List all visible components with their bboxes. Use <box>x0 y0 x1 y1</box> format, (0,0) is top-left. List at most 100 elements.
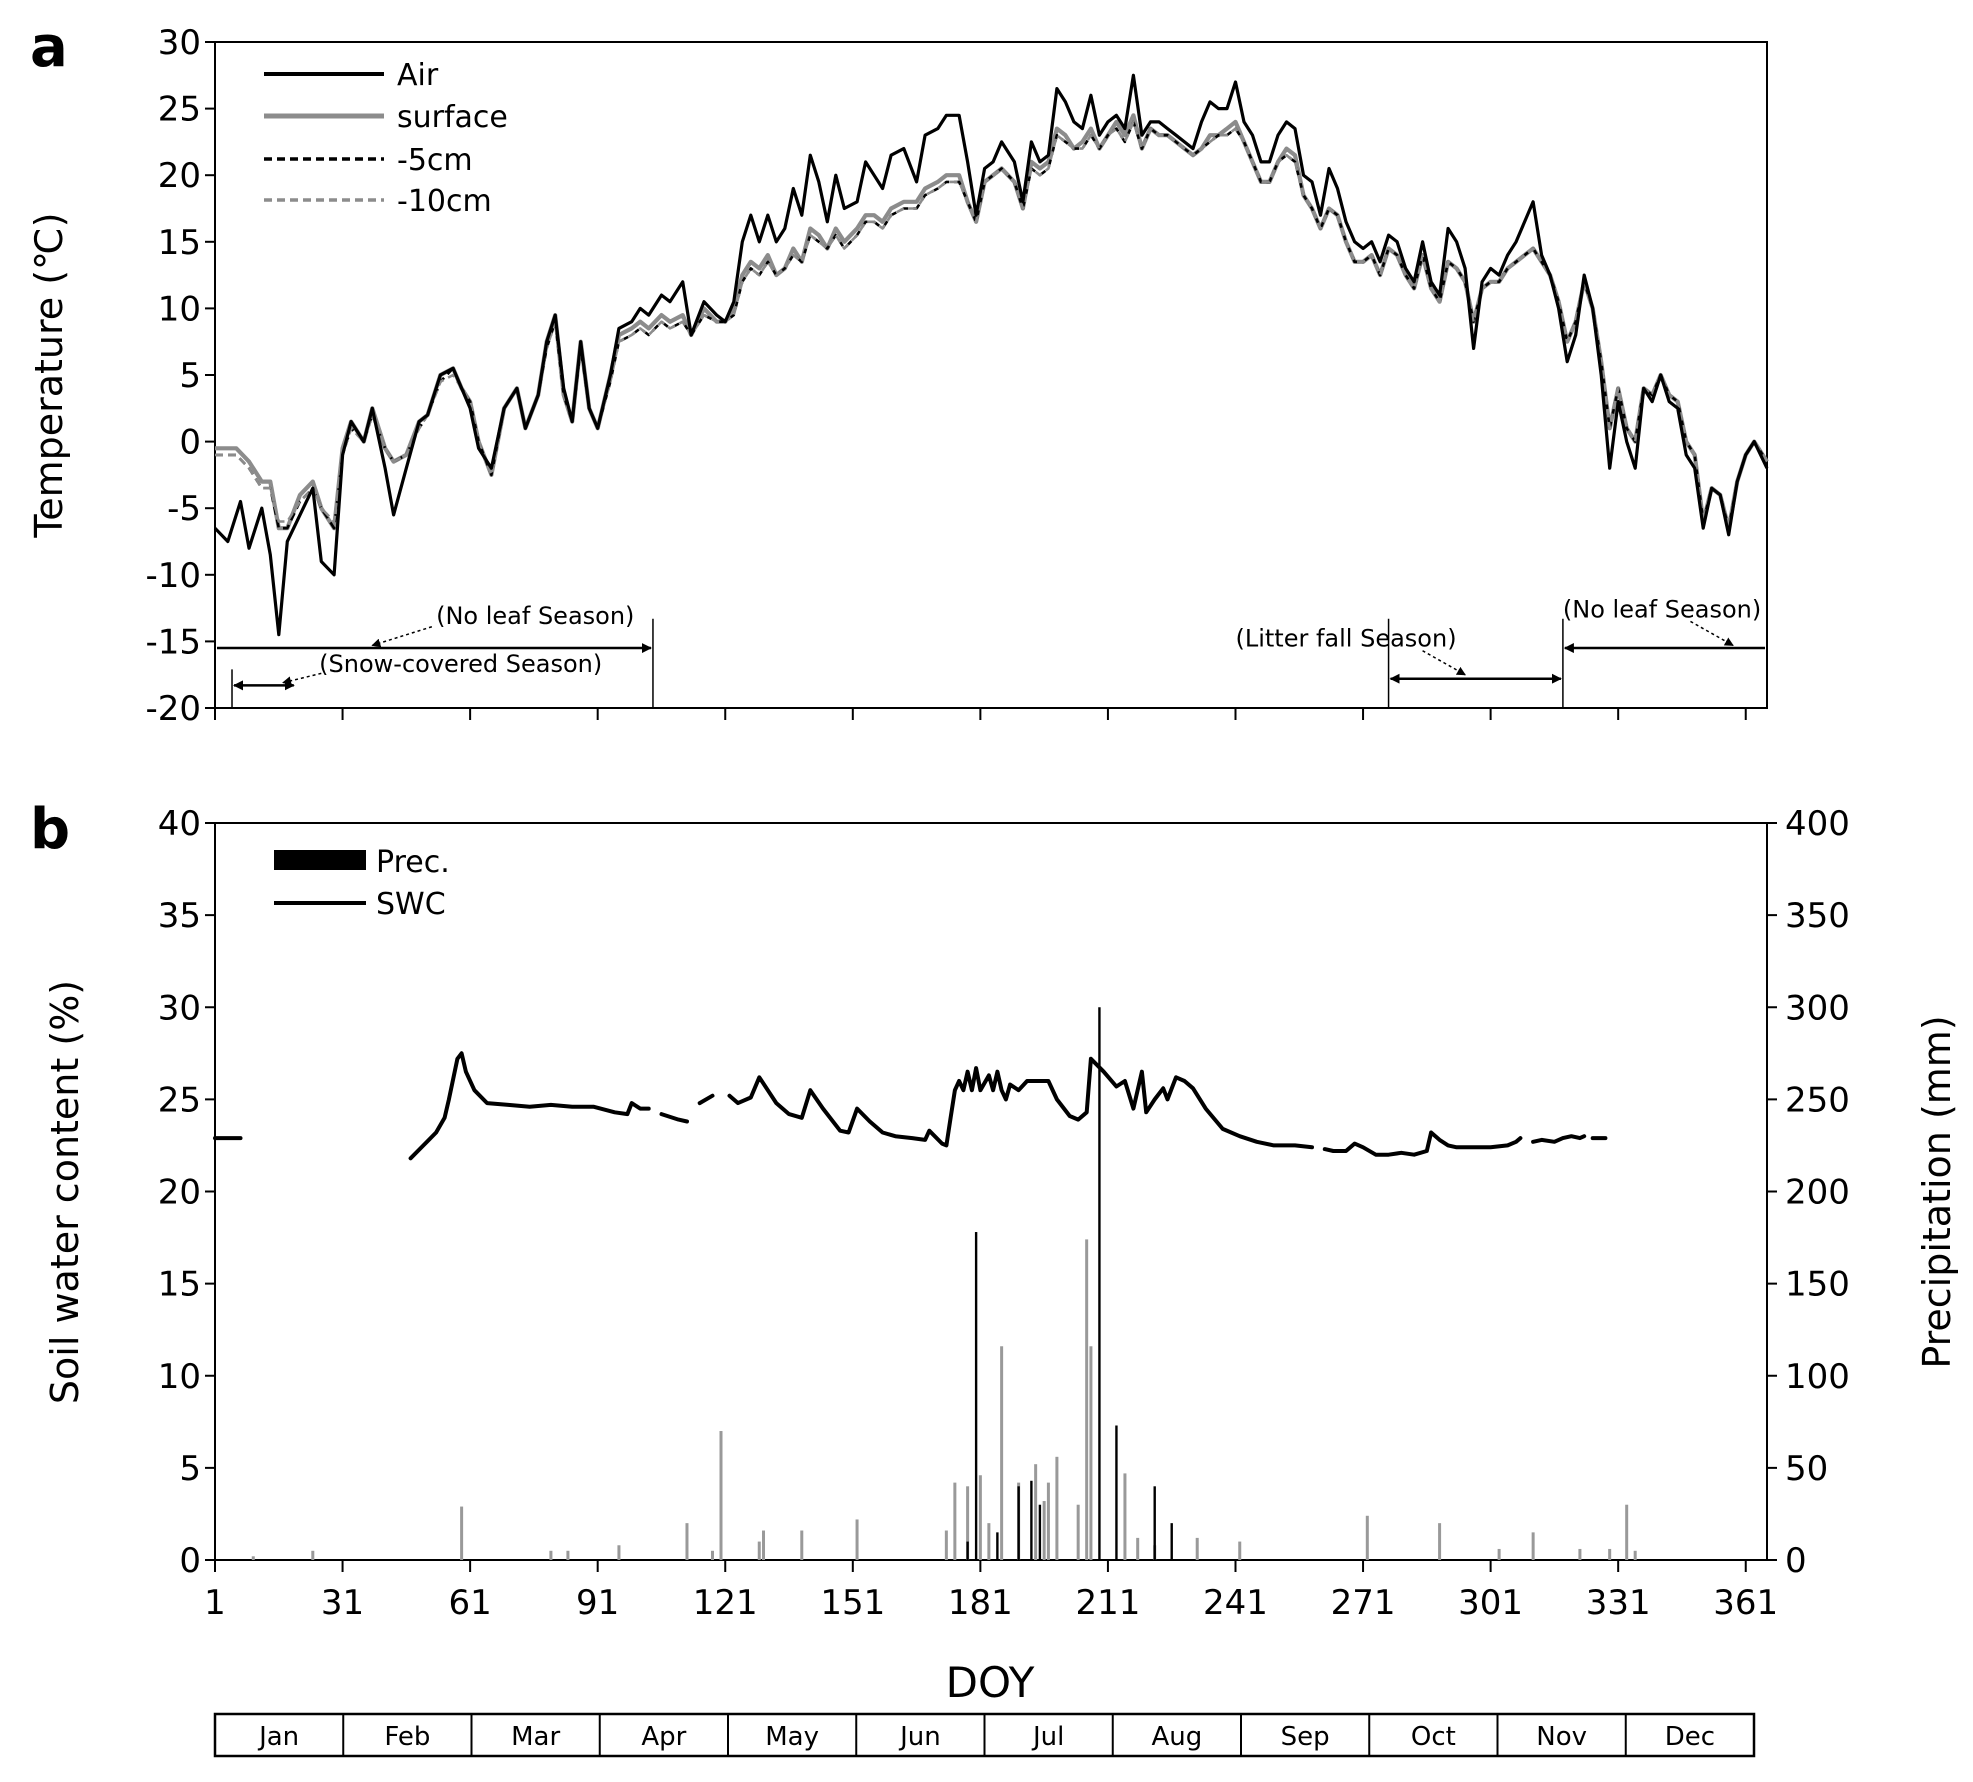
precipitation-y-tick-label: 350 <box>1785 896 1850 936</box>
precipitation-bar-black <box>1017 1486 1020 1560</box>
temperature-y-tick-label: 15 <box>158 223 201 263</box>
month-label-feb: Feb <box>384 1722 430 1752</box>
precipitation-bar-gray <box>987 1523 991 1560</box>
precipitation-bar-gray <box>1578 1548 1582 1560</box>
doy-x-tick-label: 331 <box>1586 1583 1651 1623</box>
doy-x-tick-label: 61 <box>448 1583 491 1623</box>
panel-a-label: a <box>30 15 68 80</box>
precipitation-y-tick-label: 150 <box>1785 1265 1850 1305</box>
doy-x-tick-label: 301 <box>1458 1583 1523 1623</box>
soil-water-y-tick-label: 5 <box>179 1449 201 1489</box>
precipitation-y-tick-label: 200 <box>1785 1173 1850 1213</box>
precipitation-bar-gray <box>1046 1482 1050 1560</box>
temperature-y-tick-label: -10 <box>145 556 201 596</box>
temperature-y-tick-label: 30 <box>158 23 201 63</box>
temperature-line-air <box>213 73 1769 637</box>
soil-water-plot-frame <box>214 822 1768 1561</box>
precipitation-bar-gray <box>710 1550 714 1560</box>
doy-x-tick-label: 121 <box>693 1583 758 1623</box>
precipitation-bar-gray <box>1089 1346 1093 1560</box>
no-leaf-pointer-end <box>1690 620 1734 647</box>
precipitation-bar-gray <box>757 1541 761 1560</box>
precipitation-bar-gray <box>549 1550 553 1560</box>
precipitation-bar-black <box>1030 1480 1033 1560</box>
precipitation-y-tick-label: 0 <box>1785 1541 1807 1581</box>
precipitation-bar-gray <box>685 1523 689 1560</box>
temperature-y-title: Temperature (℃) <box>27 212 71 538</box>
soil-water-y-tick-label: 30 <box>158 988 201 1028</box>
temperature-series <box>213 73 1769 637</box>
precipitation-bar-black <box>1038 1504 1042 1560</box>
panel-b-label: b <box>30 797 70 862</box>
legend-5cm-label: -5cm <box>397 143 473 178</box>
precipitation-bar-gray <box>762 1530 766 1560</box>
precipitation-bar-gray <box>1042 1501 1046 1560</box>
month-label-nov: Nov <box>1536 1722 1587 1752</box>
soil-water-legend: Prec. SWC <box>274 845 450 922</box>
precipitation-y-tick-label: 400 <box>1785 804 1850 844</box>
swc-line-segment <box>659 1112 689 1124</box>
precipitation-bar-gray <box>1195 1537 1199 1560</box>
doy-x-tick-label: 271 <box>1331 1583 1396 1623</box>
soil-water-panel: 0 5 10 15 20 25 30 35 40 0 50 100 150 200 250 300 350 40… <box>43 804 1959 1707</box>
precipitation-bar-gray <box>1076 1504 1080 1560</box>
temperature-panel: -20 -15 -10 -5 0 5 10 15 20 25 30 (No leaf Season)… <box>27 23 1769 729</box>
precipitation-bar-black <box>974 1232 978 1560</box>
no-leaf-label-end: (No leaf Season) <box>1563 595 1761 623</box>
precipitation-bar-gray <box>944 1530 948 1560</box>
no-leaf-label-start: (No leaf Season) <box>436 602 634 630</box>
precipitation-bar-gray <box>953 1482 957 1560</box>
temperature-y-tick-label: 5 <box>179 356 201 396</box>
month-label-apr: Apr <box>641 1722 686 1752</box>
swc-line-segment <box>408 1051 651 1161</box>
soil-water-y-tick-label: 10 <box>158 1357 201 1397</box>
precipitation-bar-gray <box>311 1550 315 1560</box>
legend-swc-label: SWC <box>376 887 446 922</box>
soil-water-y-tick-label: 20 <box>158 1173 201 1213</box>
precipitation-bar-gray <box>1000 1346 1004 1560</box>
month-label-oct: Oct <box>1411 1722 1456 1752</box>
month-label-jan: Jan <box>257 1722 299 1752</box>
precipitation-bar-gray <box>978 1475 982 1560</box>
precipitation-bar-gray <box>1136 1537 1140 1560</box>
doy-x-tick-label: 181 <box>948 1583 1013 1623</box>
precipitation-y-tick-label: 100 <box>1785 1357 1850 1397</box>
temperature-y-tick-label: 25 <box>158 90 201 130</box>
precipitation-bar-gray <box>1608 1548 1612 1560</box>
precipitation-bar-gray <box>1123 1473 1127 1560</box>
precipitation-bar-gray <box>460 1506 464 1560</box>
soil-water-y-tick-label: 25 <box>158 1080 201 1120</box>
soil-water-y-title: Soil water content (%) <box>43 980 87 1404</box>
month-label-sep: Sep <box>1281 1722 1330 1752</box>
month-strip: Jan Feb Mar Apr May Jun Jul Aug Sep Oct Nov Dec <box>213 1712 1756 1758</box>
legend-prec-swatch <box>274 850 366 870</box>
precipitation-bar-gray <box>1085 1239 1089 1560</box>
temperature-line-10cm <box>215 120 1769 530</box>
month-label-aug: Aug <box>1151 1722 1202 1752</box>
precipitation-bar-black <box>996 1532 999 1560</box>
month-label-may: May <box>765 1722 819 1752</box>
precipitation-bar-gray <box>1633 1550 1637 1560</box>
soil-water-y-tick-label: 0 <box>179 1541 201 1581</box>
doy-x-tick-label: 151 <box>820 1583 885 1623</box>
temperature-y-tick-label: -5 <box>167 489 201 529</box>
precipitation-bar-gray <box>566 1550 570 1560</box>
precipitation-y-tick-label: 300 <box>1785 988 1850 1028</box>
soil-water-x-ticks: 1 31 61 91 121 151 181 211 241 271 301 331 361 <box>204 1560 1778 1623</box>
swc-line-segment <box>1322 1130 1523 1157</box>
month-label-dec: Dec <box>1665 1722 1715 1752</box>
doy-x-tick-label: 361 <box>1713 1583 1778 1623</box>
legend-surface-label: surface <box>397 100 508 135</box>
legend-10cm-label: -10cm <box>397 184 492 219</box>
temperature-y-tick-label: 10 <box>158 289 201 329</box>
swc-line-segment <box>1531 1134 1587 1144</box>
litter-fall-label: (Litter fall Season) <box>1235 625 1456 653</box>
soil-water-y-tick-label: 15 <box>158 1265 201 1305</box>
month-label-jun: Jun <box>898 1722 941 1752</box>
temperature-y-tick-label: 20 <box>158 156 201 196</box>
precipitation-bar-gray <box>1055 1456 1059 1560</box>
precipitation-bar-gray <box>966 1486 970 1560</box>
swc-line-segment <box>697 1093 715 1106</box>
